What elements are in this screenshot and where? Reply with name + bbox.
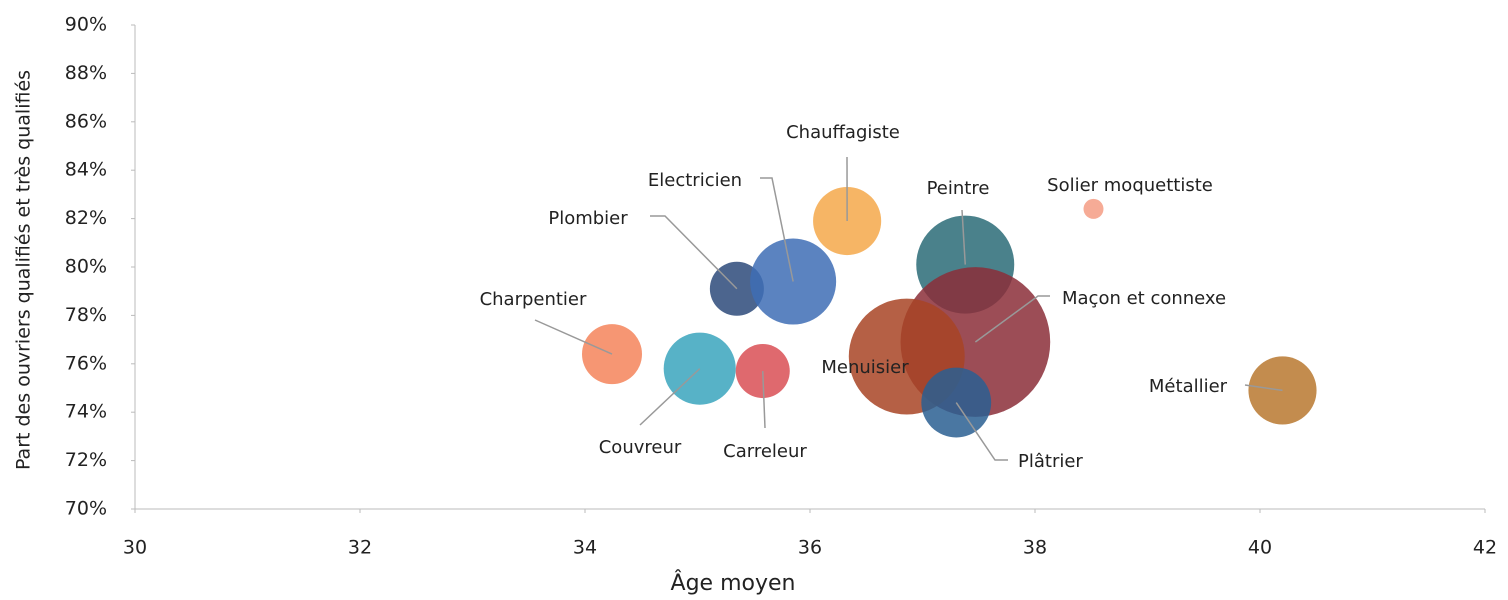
data-label: Peintre xyxy=(927,178,990,199)
x-tick-label: 42 xyxy=(1473,537,1497,559)
leader-line xyxy=(974,295,1050,343)
data-label: Menuisier xyxy=(821,357,909,378)
y-tick-label: 70% xyxy=(65,498,107,520)
data-label: Electricien xyxy=(648,170,742,191)
y-tick-label: 78% xyxy=(65,304,107,326)
data-label: Chauffagiste xyxy=(786,122,900,143)
leader-line xyxy=(760,177,794,282)
data-label: Métallier xyxy=(1149,376,1228,397)
leader-line xyxy=(650,215,738,290)
data-label: Solier moquettiste xyxy=(1047,175,1213,196)
x-axis-label: Âge moyen xyxy=(671,570,796,596)
leader-line xyxy=(955,402,1008,461)
y-tick-label: 86% xyxy=(65,110,107,132)
y-tick-label: 80% xyxy=(65,256,107,278)
data-label: Charpentier xyxy=(480,289,587,310)
leader-line xyxy=(762,371,766,429)
y-axis-label: Part des ouvriers qualifiés et très qual… xyxy=(13,70,35,470)
leader-line xyxy=(961,209,966,265)
x-tick-label: 36 xyxy=(798,537,822,559)
y-tick-label: 82% xyxy=(65,207,107,229)
y-tick-label: 74% xyxy=(65,401,107,423)
y-tick-label: 84% xyxy=(65,159,107,181)
y-tick-label: 76% xyxy=(65,352,107,374)
data-label: Maçon et connexe xyxy=(1062,288,1226,309)
data-label: Couvreur xyxy=(599,437,682,458)
data-label: Plombier xyxy=(548,208,628,229)
leader-line xyxy=(1244,384,1283,392)
y-tick-label: 88% xyxy=(65,62,107,84)
bubble xyxy=(1083,198,1104,219)
leader-line xyxy=(534,319,613,355)
x-tick-label: 38 xyxy=(1023,537,1047,559)
data-label: Plâtrier xyxy=(1018,451,1083,472)
data-label: Carreleur xyxy=(723,441,807,462)
y-tick-label: 90% xyxy=(65,14,107,36)
x-tick-label: 34 xyxy=(573,537,597,559)
leader-line xyxy=(639,368,701,426)
y-tick-label: 72% xyxy=(65,449,107,471)
x-tick-label: 32 xyxy=(348,537,372,559)
x-tick-label: 40 xyxy=(1248,537,1272,559)
x-tick-label: 30 xyxy=(123,537,147,559)
